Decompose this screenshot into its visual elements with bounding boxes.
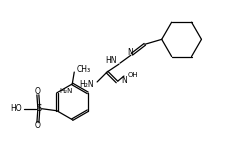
Text: O: O [35,121,41,130]
Text: N: N [120,76,126,85]
Text: N: N [126,48,132,57]
Text: HN: HN [105,56,117,65]
Text: CH₃: CH₃ [76,65,90,74]
Text: O: O [35,87,41,96]
Text: S: S [36,104,41,113]
Text: H₂N: H₂N [79,80,94,89]
Text: OH: OH [127,72,138,78]
Text: H₂N: H₂N [60,88,73,94]
Text: HO: HO [10,104,22,113]
